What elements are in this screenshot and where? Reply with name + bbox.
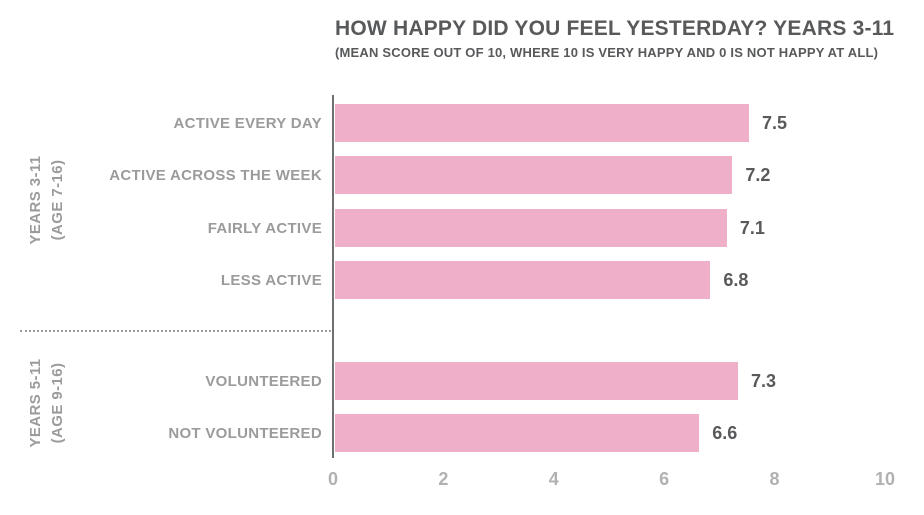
value-label: 7.3	[751, 371, 777, 391]
group-axis-label-years-5-11: YEARS 5-11 (AGE 9-16)	[25, 293, 69, 513]
bar-row-volunteered: VOLUNTEERED 7.3	[0, 362, 924, 400]
bar-row-active-across-the-week: ACTIVE ACROSS THE WEEK 7.2	[0, 156, 924, 194]
x-axis-tick: 6	[659, 469, 670, 489]
chart-title: HOW HAPPY DID YOU FEEL YESTERDAY? YEARS …	[335, 17, 895, 40]
group-label-line2: (AGE 9-16)	[49, 362, 66, 444]
bar-row-less-active: LESS ACTIVE 6.8	[0, 261, 924, 299]
category-label: FAIRLY ACTIVE	[207, 219, 322, 237]
value-label: 7.2	[745, 165, 771, 185]
y-axis-line	[332, 95, 334, 458]
x-axis-tick: 10	[874, 469, 895, 489]
category-label: NOT VOLUNTEERED	[168, 424, 322, 442]
value-label: 7.1	[739, 218, 765, 238]
bar	[335, 104, 749, 142]
group-divider-dotted-line	[20, 330, 331, 332]
bar-row-active-every-day: ACTIVE EVERY DAY 7.5	[0, 104, 924, 142]
category-label: VOLUNTEERED	[205, 372, 322, 390]
x-axis-tick: 2	[438, 469, 449, 489]
value-label: 6.8	[723, 270, 749, 290]
bar	[335, 156, 733, 194]
group-label-line1: YEARS 5-11	[27, 358, 44, 448]
bar	[335, 209, 727, 247]
category-label: LESS ACTIVE	[220, 271, 322, 289]
bar	[335, 261, 711, 299]
value-label: 7.5	[762, 113, 788, 133]
bar	[335, 362, 738, 400]
chart-subtitle: (MEAN SCORE OUT OF 10, WHERE 10 IS VERY …	[335, 45, 879, 60]
value-label: 6.6	[712, 423, 738, 443]
category-label: ACTIVE EVERY DAY	[173, 114, 322, 132]
bar-row-fairly-active: FAIRLY ACTIVE 7.1	[0, 209, 924, 247]
x-axis-tick: 4	[548, 469, 559, 489]
x-axis: 0 2 4 6 8 10	[313, 470, 905, 488]
bar	[335, 414, 700, 452]
chart-header: HOW HAPPY DID YOU FEEL YESTERDAY? YEARS …	[335, 16, 895, 60]
x-axis-tick: 0	[327, 469, 338, 489]
x-axis-tick: 8	[769, 469, 780, 489]
category-label: ACTIVE ACROSS THE WEEK	[109, 166, 322, 184]
bar-row-not-volunteered: NOT VOLUNTEERED 6.6	[0, 414, 924, 452]
